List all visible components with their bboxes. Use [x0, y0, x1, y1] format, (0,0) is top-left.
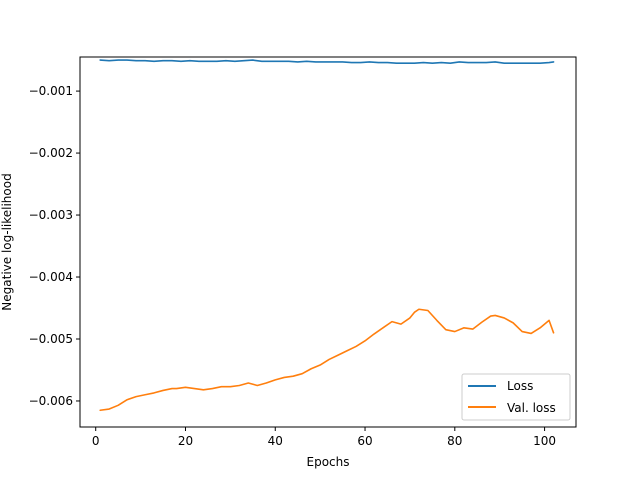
legend: Loss Val. loss	[461, 373, 571, 421]
y-tick-label: −0.002	[29, 146, 73, 160]
x-tick-label: 40	[268, 434, 283, 448]
y-axis: −0.001 −0.002 −0.003 −0.004 −0.005 −0.006	[29, 84, 80, 408]
y-tick-label: −0.003	[29, 208, 73, 222]
x-axis-label: Epochs	[307, 455, 350, 469]
y-tick-label: −0.004	[29, 270, 73, 284]
x-axis: 0 20 40 60 80 100	[92, 427, 556, 448]
series-layer	[99, 59, 555, 412]
series-line-loss	[99, 59, 555, 65]
legend-label-val-loss: Val. loss	[507, 401, 556, 415]
legend-label-loss: Loss	[507, 379, 533, 393]
series-line-val-loss	[99, 308, 555, 412]
y-tick-label: −0.001	[29, 84, 73, 98]
y-axis-label: Negative log-likelihood	[0, 173, 14, 310]
x-tick-label: 100	[533, 434, 556, 448]
plot-area	[80, 57, 576, 427]
x-tick-label: 60	[357, 434, 372, 448]
y-tick-label: −0.006	[29, 394, 73, 408]
x-tick-label: 20	[178, 434, 193, 448]
x-tick-label: 80	[447, 434, 462, 448]
x-tick-label: 0	[92, 434, 100, 448]
plot-frame	[79, 56, 577, 428]
y-tick-label: −0.005	[29, 332, 73, 346]
